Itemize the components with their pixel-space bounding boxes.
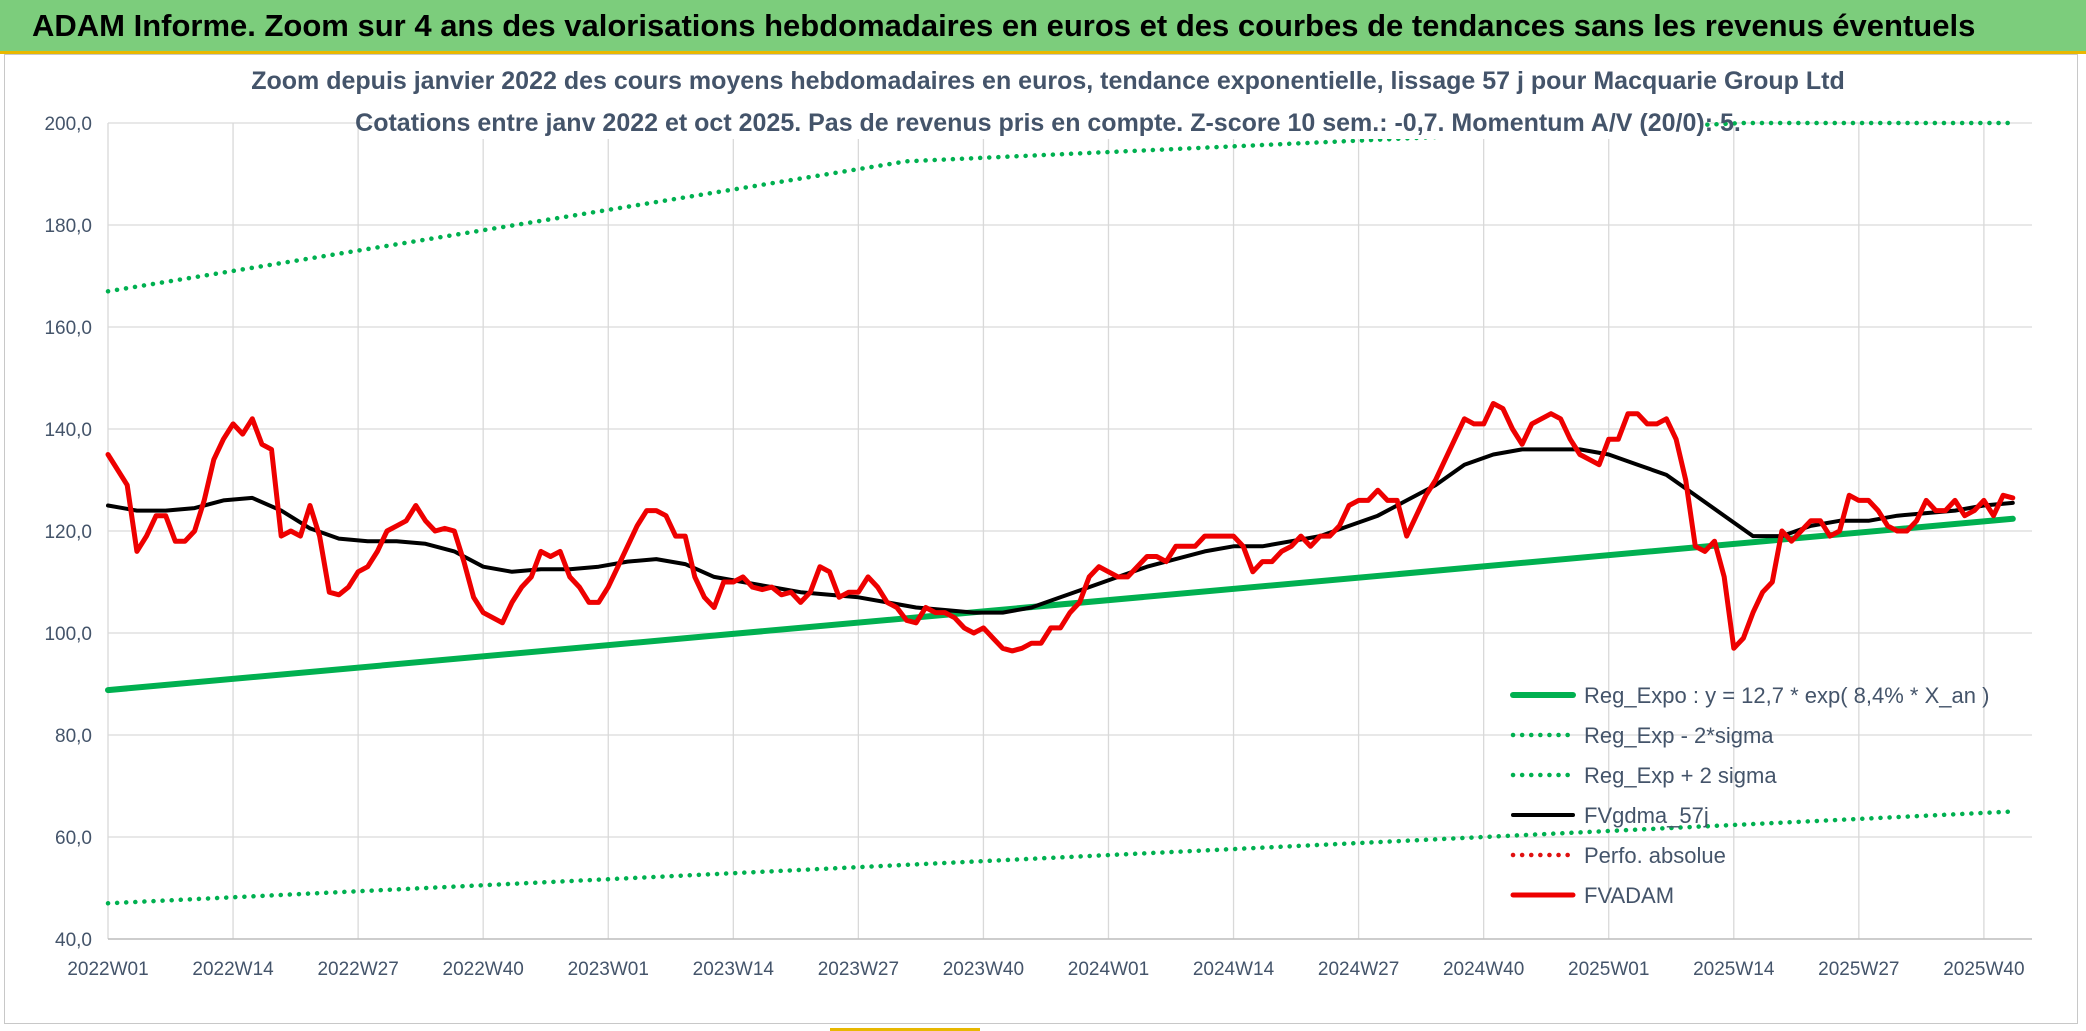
x-tick-label: 2023W01 (568, 959, 649, 980)
legend-label: Reg_Expo : y = 12,7 * exp( 8,4% * X_an ) (1584, 683, 1989, 708)
x-tick-label: 2025W01 (1568, 959, 1649, 980)
y-tick-label: 120,0 (44, 522, 92, 543)
series-lines (105, 120, 2016, 906)
x-tick-label: 2023W40 (943, 959, 1024, 980)
chart-area: 40,0 60,0 80,0 100,0 120,0 140,0 160,0 180,0 200… (4, 54, 2078, 1024)
y-tick-label: 80,0 (55, 726, 92, 747)
x-tick-label: 2022W27 (317, 959, 398, 980)
chart-titles: Zoom depuis janvier 2022 des cours moyen… (251, 55, 1845, 139)
x-tick-label: 2022W01 (67, 959, 148, 980)
report-banner: ADAM Informe. Zoom sur 4 ans des valoris… (0, 0, 2086, 54)
x-tick-label: 2025W14 (1693, 959, 1775, 980)
y-tick-label: 60,0 (55, 828, 92, 849)
x-tick-label: 2023W27 (818, 959, 899, 980)
legend-label: FVADAM (1584, 883, 1674, 908)
x-tick-label: 2025W27 (1818, 959, 1899, 980)
y-tick-label: 100,0 (44, 624, 92, 645)
x-tick-label: 2025W40 (1943, 959, 2024, 980)
legend-label: Reg_Exp + 2 sigma (1584, 763, 1777, 788)
y-tick-label: 200,0 (44, 114, 92, 135)
axis-labels: 40,0 60,0 80,0 100,0 120,0 140,0 160,0 180,0 200… (44, 114, 2024, 980)
legend-label: FVgdma_57j (1584, 803, 1709, 828)
x-tick-label: 2022W14 (192, 959, 274, 980)
x-tick-label: 2023W14 (693, 959, 775, 980)
report-title: ADAM Informe. Zoom sur 4 ans des valoris… (32, 8, 1976, 43)
x-tick-label: 2024W40 (1443, 959, 1524, 980)
x-tick-label: 2024W14 (1193, 959, 1275, 980)
legend: Reg_Expo : y = 12,7 * exp( 8,4% * X_an )… (1510, 683, 1989, 908)
y-tick-label: 180,0 (44, 216, 92, 237)
legend-label: Reg_Exp - 2*sigma (1584, 723, 1774, 748)
bottom-accent (830, 1028, 980, 1031)
x-tick-label: 2024W01 (1068, 959, 1149, 980)
chart-subtitle: Cotations entre janv 2022 et oct 2025. P… (355, 109, 1741, 137)
series-fvadam (105, 401, 2016, 654)
x-tick-label: 2024W27 (1318, 959, 1399, 980)
subtitle-background (375, 99, 1705, 139)
chart-title: Zoom depuis janvier 2022 des cours moyen… (251, 67, 1845, 95)
title-background (288, 55, 1808, 99)
series-reg-exp-2-sigma (105, 809, 2016, 906)
series-reg-exp-2-sigma (105, 120, 2016, 294)
grid-lines (107, 122, 2032, 940)
line-chart: 40,0 60,0 80,0 100,0 120,0 140,0 160,0 180,0 200… (44, 55, 2032, 980)
series-fvgdma-57j (106, 447, 2015, 615)
y-tick-label: 140,0 (44, 420, 92, 441)
x-tick-label: 2022W40 (443, 959, 524, 980)
legend-label: Perfo. absolue (1584, 843, 1726, 868)
y-tick-label: 40,0 (55, 930, 92, 951)
y-tick-label: 160,0 (44, 318, 92, 339)
